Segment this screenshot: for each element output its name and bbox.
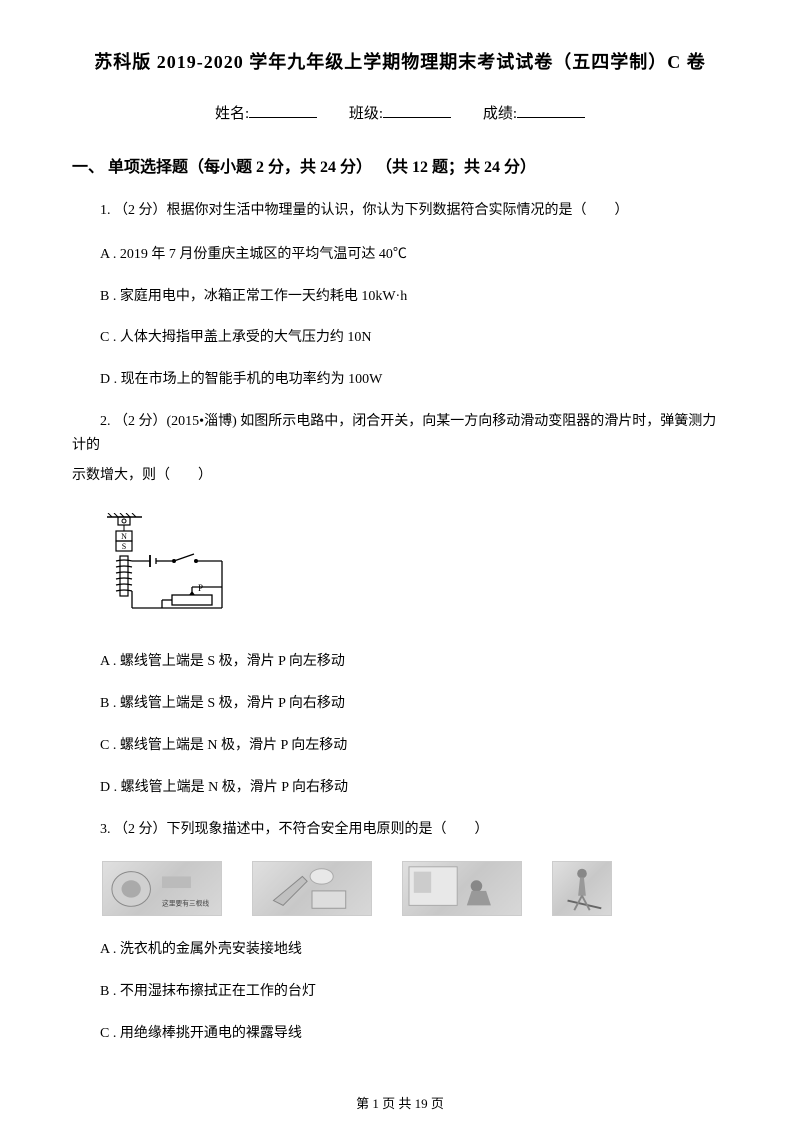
q1-option-d: D . 现在市场上的智能手机的电功率约为 100W bbox=[72, 368, 728, 392]
student-info-line: 姓名: 班级: 成绩: bbox=[72, 102, 728, 123]
q1-stem: 1. （2 分）根据你对生活中物理量的认识，你认为下列数据符合实际情况的是（ ） bbox=[72, 199, 728, 223]
q2-stem-cont: 示数增大，则（ ） bbox=[72, 464, 728, 488]
q3-stem: 3. （2 分）下列现象描述中，不符合安全用电原则的是（ ） bbox=[72, 818, 728, 842]
name-blank bbox=[249, 117, 317, 118]
svg-text:S: S bbox=[122, 542, 126, 551]
q2-stem: 2. （2 分）(2015•淄博) 如图所示电路中，闭合开关，向某一方向移动滑动… bbox=[72, 410, 728, 458]
q1-option-c: C . 人体大拇指甲盖上承受的大气压力约 10N bbox=[72, 326, 728, 350]
name-label: 姓名: bbox=[215, 106, 249, 122]
q3-image-2 bbox=[252, 861, 372, 916]
svg-text:N: N bbox=[121, 532, 127, 541]
q3-option-a: A . 洗衣机的金属外壳安装接地线 bbox=[72, 938, 728, 962]
q1-option-a: A . 2019 年 7 月份重庆主城区的平均气温可达 40℃ bbox=[72, 243, 728, 267]
q3-image-4 bbox=[552, 861, 612, 916]
q3-image-1: 这里要有三根线 bbox=[102, 861, 222, 916]
page-title: 苏科版 2019-2020 学年九年级上学期物理期末考试试卷（五四学制）C 卷 bbox=[72, 48, 728, 74]
q2-option-a: A . 螺线管上端是 S 极，滑片 P 向左移动 bbox=[72, 650, 728, 674]
q3-option-b: B . 不用湿抹布擦拭正在工作的台灯 bbox=[72, 980, 728, 1004]
class-label: 班级: bbox=[349, 106, 383, 122]
score-blank bbox=[517, 117, 585, 118]
q3-images-row: 这里要有三根线 bbox=[102, 861, 728, 916]
section-1-title: 一、 单项选择题（每小题 2 分，共 24 分） （共 12 题；共 24 分） bbox=[72, 153, 728, 177]
circuit-diagram: N S P bbox=[102, 513, 237, 623]
svg-text:这里要有三根线: 这里要有三根线 bbox=[162, 899, 209, 908]
q2-option-c: C . 螺线管上端是 N 极，滑片 P 向左移动 bbox=[72, 734, 728, 758]
q2-option-b: B . 螺线管上端是 S 极，滑片 P 向右移动 bbox=[72, 692, 728, 716]
score-label: 成绩: bbox=[483, 106, 517, 122]
class-blank bbox=[383, 117, 451, 118]
q3-option-c: C . 用绝缘棒挑开通电的裸露导线 bbox=[72, 1022, 728, 1046]
q1-option-b: B . 家庭用电中，冰箱正常工作一天约耗电 10kW·h bbox=[72, 285, 728, 309]
q2-option-d: D . 螺线管上端是 N 极，滑片 P 向右移动 bbox=[72, 776, 728, 800]
q3-image-3 bbox=[402, 861, 522, 916]
page-footer: 第 1 页 共 19 页 bbox=[0, 1093, 800, 1112]
svg-text:P: P bbox=[198, 583, 203, 593]
